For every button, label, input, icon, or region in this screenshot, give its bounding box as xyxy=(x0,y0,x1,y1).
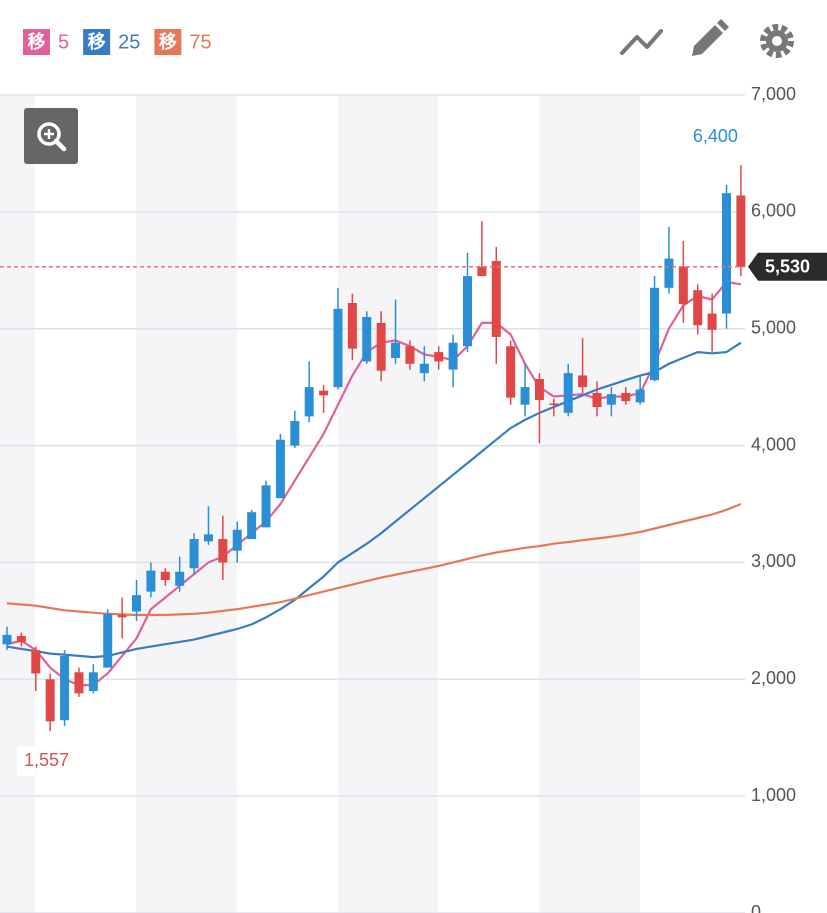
y-tick-label: 6,000 xyxy=(751,201,796,221)
candle-body xyxy=(16,636,26,642)
pencil-icon[interactable] xyxy=(692,19,729,56)
candle-body xyxy=(678,266,688,305)
legend-badge-text: 移 xyxy=(159,31,177,52)
candle-body xyxy=(333,308,343,388)
candle-body xyxy=(549,403,559,406)
labels: 5,530 6,400 1,557 xyxy=(0,126,827,777)
candle-body xyxy=(45,679,55,722)
candle-body xyxy=(319,390,329,396)
candle-body xyxy=(160,571,170,580)
legend-badge-text: 移 xyxy=(88,31,106,52)
candle-body xyxy=(592,392,602,408)
candle-body xyxy=(146,570,156,592)
candle-body xyxy=(290,421,300,446)
candle-body xyxy=(376,322,386,371)
candle-body xyxy=(261,485,271,528)
candle-body xyxy=(2,634,12,645)
y-tick-label: 4,000 xyxy=(751,434,796,454)
line-chart-icon[interactable] xyxy=(620,29,663,55)
candle-body xyxy=(722,193,731,314)
candle-body xyxy=(391,342,401,358)
candle-body xyxy=(232,529,242,551)
candle-body xyxy=(635,389,645,403)
candle-body xyxy=(664,258,674,288)
legend: 移 5 移 25 移 75 xyxy=(23,29,212,55)
candle-body xyxy=(405,346,415,364)
band xyxy=(0,95,35,913)
y-tick-label: 7,000 xyxy=(751,84,796,104)
candle-body xyxy=(60,655,70,721)
candle-body xyxy=(247,512,257,540)
y-tick-label: 0 xyxy=(751,902,761,913)
moving-average-line xyxy=(6,280,742,687)
candle-body xyxy=(74,672,84,694)
candle-body xyxy=(189,539,199,569)
min-label: 1,557 xyxy=(24,750,69,770)
legend-period: 5 xyxy=(58,31,69,53)
legend-badge xyxy=(83,29,111,55)
band xyxy=(539,95,640,913)
candle-body xyxy=(419,363,429,374)
candle-body xyxy=(203,534,213,542)
candle-body xyxy=(477,266,487,277)
candle-body xyxy=(347,303,357,349)
legend-badge xyxy=(23,29,50,55)
candle-body xyxy=(491,260,501,337)
y-tick-label: 1,000 xyxy=(751,785,796,805)
candle-body xyxy=(462,276,472,347)
candle-body xyxy=(218,539,228,563)
candle-body xyxy=(117,615,127,618)
y-tick-label: 5,000 xyxy=(751,317,796,337)
y-tick-label: 3,000 xyxy=(751,551,796,571)
candle-body xyxy=(175,571,185,586)
min-label-bg xyxy=(17,746,79,777)
candle-body xyxy=(88,672,98,691)
y-tick-label: 2,000 xyxy=(751,668,796,688)
candle-body xyxy=(707,313,717,330)
candle-body xyxy=(434,352,444,362)
candle-body xyxy=(736,195,746,267)
candle-body xyxy=(31,650,41,674)
background-bands xyxy=(0,95,640,913)
legend-period: 25 xyxy=(118,31,140,53)
current-price-label: 5,530 xyxy=(765,257,810,277)
candle-body xyxy=(693,290,703,326)
candle-body xyxy=(534,378,544,400)
candle-body xyxy=(103,613,113,668)
toolbar xyxy=(620,19,794,58)
moving-average-line xyxy=(6,502,742,617)
candle-body xyxy=(362,317,372,362)
lines xyxy=(6,280,742,687)
zoom-button[interactable] xyxy=(24,108,78,164)
candle-body xyxy=(520,387,530,405)
legend-badge xyxy=(154,29,182,55)
candle-body xyxy=(650,287,660,381)
candle-body xyxy=(606,394,616,405)
candle-body xyxy=(448,342,458,370)
candle-body xyxy=(132,595,142,612)
current-price-badge xyxy=(748,252,827,281)
band xyxy=(338,95,438,913)
legend-badge-text: 移 xyxy=(28,31,46,52)
candle-body xyxy=(275,439,285,499)
candle-body xyxy=(563,373,573,413)
candle-body xyxy=(506,346,516,398)
band xyxy=(136,95,237,913)
moving-average-line xyxy=(6,341,742,659)
legend-period: 75 xyxy=(189,31,211,53)
candle-body xyxy=(304,387,314,417)
max-label: 6,400 xyxy=(693,126,738,146)
settings-icon[interactable] xyxy=(760,24,794,58)
candles xyxy=(2,165,746,732)
candle-body xyxy=(578,375,588,388)
grid: 0 1,000 2,000 3,000 4,000 5,000 6,000 7,000 xyxy=(0,84,796,913)
candle-body xyxy=(621,392,631,402)
